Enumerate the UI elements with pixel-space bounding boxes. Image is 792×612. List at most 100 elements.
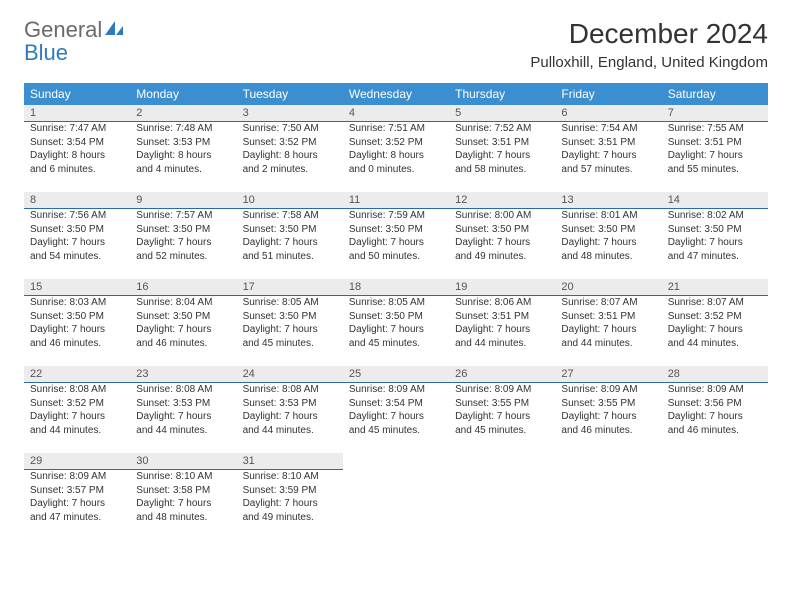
day-cell: Sunrise: 8:10 AMSunset: 3:59 PMDaylight:…: [237, 470, 343, 533]
day-cell: Sunrise: 7:47 AMSunset: 3:54 PMDaylight:…: [24, 122, 130, 185]
sunrise-line: Sunrise: 8:10 AM: [243, 470, 337, 484]
day-cell: Sunrise: 8:09 AMSunset: 3:54 PMDaylight:…: [343, 383, 449, 446]
daylight-line: Daylight: 7 hours and 46 minutes.: [668, 410, 762, 437]
daylight-line: Daylight: 7 hours and 58 minutes.: [455, 149, 549, 176]
day-cell: Sunrise: 8:05 AMSunset: 3:50 PMDaylight:…: [237, 296, 343, 359]
brand-line1: General: [24, 17, 102, 42]
sunset-line: Sunset: 3:59 PM: [243, 484, 337, 498]
sunrise-line: Sunrise: 7:56 AM: [30, 209, 124, 223]
sunset-line: Sunset: 3:50 PM: [30, 223, 124, 237]
day-cell: Sunrise: 7:57 AMSunset: 3:50 PMDaylight:…: [130, 209, 236, 272]
day-cell: Sunrise: 8:09 AMSunset: 3:55 PMDaylight:…: [555, 383, 661, 446]
daylight-line: Daylight: 8 hours and 2 minutes.: [243, 149, 337, 176]
sunrise-line: Sunrise: 8:01 AM: [561, 209, 655, 223]
day-number: 25: [343, 366, 449, 383]
daylight-line: Daylight: 7 hours and 46 minutes.: [136, 323, 230, 350]
week-spacer: [24, 271, 768, 279]
sunrise-line: Sunrise: 8:07 AM: [561, 296, 655, 310]
sunset-line: Sunset: 3:51 PM: [455, 310, 549, 324]
week-spacer: [24, 184, 768, 192]
day-cell: Sunrise: 8:02 AMSunset: 3:50 PMDaylight:…: [662, 209, 768, 272]
week-row: Sunrise: 8:08 AMSunset: 3:52 PMDaylight:…: [24, 383, 768, 446]
day-cell: Sunrise: 7:52 AMSunset: 3:51 PMDaylight:…: [449, 122, 555, 185]
sunrise-line: Sunrise: 7:59 AM: [349, 209, 443, 223]
sunset-line: Sunset: 3:51 PM: [455, 136, 549, 150]
weekday-header: Thursday: [449, 83, 555, 105]
daylight-line: Daylight: 7 hours and 50 minutes.: [349, 236, 443, 263]
day-number: 29: [24, 453, 130, 470]
month-title: December 2024: [530, 18, 768, 50]
sunset-line: Sunset: 3:54 PM: [30, 136, 124, 150]
sunrise-line: Sunrise: 8:06 AM: [455, 296, 549, 310]
daylight-line: Daylight: 7 hours and 48 minutes.: [136, 497, 230, 524]
day-number: 23: [130, 366, 236, 383]
day-cell: Sunrise: 8:07 AMSunset: 3:52 PMDaylight:…: [662, 296, 768, 359]
sunrise-line: Sunrise: 7:48 AM: [136, 122, 230, 136]
weekday-header: Friday: [555, 83, 661, 105]
sunrise-line: Sunrise: 7:57 AM: [136, 209, 230, 223]
day-number: 16: [130, 279, 236, 296]
day-cell: Sunrise: 8:09 AMSunset: 3:55 PMDaylight:…: [449, 383, 555, 446]
sunrise-line: Sunrise: 8:07 AM: [668, 296, 762, 310]
header: General Blue December 2024 Pulloxhill, E…: [24, 18, 768, 71]
sunset-line: Sunset: 3:50 PM: [455, 223, 549, 237]
day-number: 12: [449, 192, 555, 209]
sunrise-line: Sunrise: 8:09 AM: [561, 383, 655, 397]
day-number: 8: [24, 192, 130, 209]
day-number: 21: [662, 279, 768, 296]
daylight-line: Daylight: 7 hours and 55 minutes.: [668, 149, 762, 176]
sunrise-line: Sunrise: 7:54 AM: [561, 122, 655, 136]
daylight-line: Daylight: 7 hours and 45 minutes.: [455, 410, 549, 437]
day-number: 5: [449, 105, 555, 122]
daynum-row: 1234567: [24, 105, 768, 122]
weekday-header: Sunday: [24, 83, 130, 105]
sunset-line: Sunset: 3:50 PM: [349, 310, 443, 324]
daylight-line: Daylight: 7 hours and 45 minutes.: [349, 323, 443, 350]
sunrise-line: Sunrise: 8:08 AM: [136, 383, 230, 397]
day-cell: Sunrise: 8:00 AMSunset: 3:50 PMDaylight:…: [449, 209, 555, 272]
daynum-row: 891011121314: [24, 192, 768, 209]
day-number: 27: [555, 366, 661, 383]
day-number: 22: [24, 366, 130, 383]
sunset-line: Sunset: 3:51 PM: [561, 136, 655, 150]
day-cell: Sunrise: 8:10 AMSunset: 3:58 PMDaylight:…: [130, 470, 236, 533]
sunrise-line: Sunrise: 8:08 AM: [30, 383, 124, 397]
sunset-line: Sunset: 3:52 PM: [243, 136, 337, 150]
week-row: Sunrise: 8:09 AMSunset: 3:57 PMDaylight:…: [24, 470, 768, 533]
daylight-line: Daylight: 7 hours and 45 minutes.: [243, 323, 337, 350]
daylight-line: Daylight: 7 hours and 49 minutes.: [455, 236, 549, 263]
sunset-line: Sunset: 3:50 PM: [349, 223, 443, 237]
brand-logo: General Blue: [24, 18, 125, 64]
day-number: [343, 453, 449, 470]
day-cell: Sunrise: 8:03 AMSunset: 3:50 PMDaylight:…: [24, 296, 130, 359]
daynum-row: 22232425262728: [24, 366, 768, 383]
daylight-line: Daylight: 7 hours and 44 minutes.: [561, 323, 655, 350]
weekday-header: Saturday: [662, 83, 768, 105]
sunrise-line: Sunrise: 7:50 AM: [243, 122, 337, 136]
daylight-line: Daylight: 7 hours and 44 minutes.: [243, 410, 337, 437]
day-number: 19: [449, 279, 555, 296]
day-number: 11: [343, 192, 449, 209]
day-cell: Sunrise: 7:48 AMSunset: 3:53 PMDaylight:…: [130, 122, 236, 185]
sunset-line: Sunset: 3:58 PM: [136, 484, 230, 498]
sunrise-line: Sunrise: 7:47 AM: [30, 122, 124, 136]
sunrise-line: Sunrise: 8:00 AM: [455, 209, 549, 223]
sunrise-line: Sunrise: 8:09 AM: [349, 383, 443, 397]
day-cell: Sunrise: 7:54 AMSunset: 3:51 PMDaylight:…: [555, 122, 661, 185]
location-text: Pulloxhill, England, United Kingdom: [530, 54, 768, 71]
day-cell: [343, 470, 449, 533]
day-number: 2: [130, 105, 236, 122]
day-number: [555, 453, 661, 470]
day-cell: Sunrise: 7:51 AMSunset: 3:52 PMDaylight:…: [343, 122, 449, 185]
weekday-header: Tuesday: [237, 83, 343, 105]
day-number: 20: [555, 279, 661, 296]
brand-line2: Blue: [24, 40, 68, 65]
day-number: 18: [343, 279, 449, 296]
day-cell: Sunrise: 7:59 AMSunset: 3:50 PMDaylight:…: [343, 209, 449, 272]
sunset-line: Sunset: 3:53 PM: [136, 136, 230, 150]
sunset-line: Sunset: 3:50 PM: [136, 223, 230, 237]
day-cell: Sunrise: 8:09 AMSunset: 3:57 PMDaylight:…: [24, 470, 130, 533]
sunrise-line: Sunrise: 8:09 AM: [30, 470, 124, 484]
day-cell: Sunrise: 7:55 AMSunset: 3:51 PMDaylight:…: [662, 122, 768, 185]
day-cell: Sunrise: 7:50 AMSunset: 3:52 PMDaylight:…: [237, 122, 343, 185]
